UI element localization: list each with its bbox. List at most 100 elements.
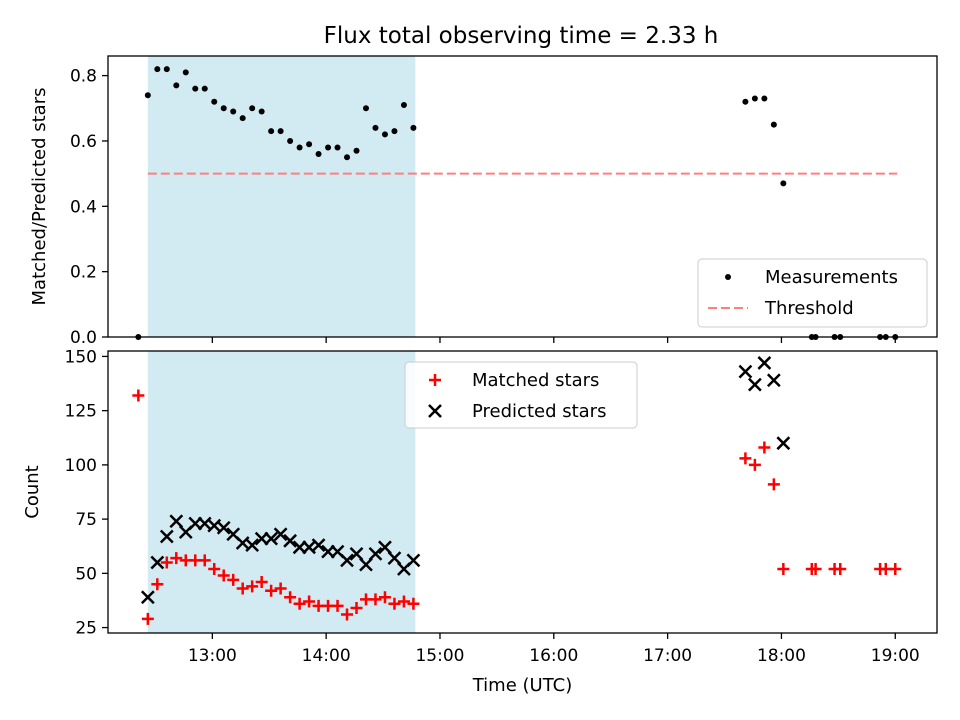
matched-stars-point <box>767 478 780 491</box>
x-tick-label: 13:00 <box>188 646 237 666</box>
y-tick-label: 100 <box>65 456 97 476</box>
predicted-stars-point <box>264 531 279 546</box>
legend-box <box>697 258 928 328</box>
measurement-point <box>182 69 189 76</box>
y-tick-label: 0.4 <box>70 197 97 217</box>
matched-stars-point <box>255 576 268 589</box>
matched-stars-point <box>160 556 173 569</box>
x-tick-label: 18:00 <box>757 646 806 666</box>
matched-stars-point <box>217 569 230 582</box>
matched-stars-point <box>834 563 847 576</box>
matched-stars-point <box>246 580 259 593</box>
measurement-point <box>154 66 161 73</box>
measurement-point <box>306 141 313 148</box>
measurement-point <box>381 131 388 138</box>
matched-stars-point <box>198 554 211 567</box>
legend-box <box>404 361 638 429</box>
matched-stars-point <box>132 389 145 402</box>
observing-span <box>147 56 416 337</box>
y-tick-label: 0.8 <box>70 67 97 87</box>
measurement-point <box>277 128 284 135</box>
predicted-stars-point <box>368 546 383 561</box>
matched-stars-point <box>141 612 154 625</box>
matched-stars-point <box>170 552 183 565</box>
predicted-stars-point <box>311 538 326 553</box>
measurement-point <box>742 98 749 105</box>
matched-stars-point <box>388 597 401 610</box>
measurement-point <box>258 108 265 115</box>
y-tick-label: 125 <box>65 402 97 422</box>
measurement-point <box>173 82 180 89</box>
predicted-stars-point <box>359 557 373 572</box>
legend-label: Matched stars <box>472 370 599 391</box>
measurement-point <box>410 124 417 131</box>
x-axis-label: Time (UTC) <box>472 675 573 696</box>
count-panel: 25 50 75 100 125 150 13:00 14:00 15:00 16:00 17:00… <box>22 347 938 696</box>
measurement-point <box>391 128 398 135</box>
legend: Matched stars Predicted stars <box>404 361 638 429</box>
predicted-stars-point <box>340 553 354 568</box>
matched-stars-point <box>236 582 249 595</box>
x-tick-label: 19:00 <box>871 646 920 666</box>
predicted-stars-point <box>169 514 184 529</box>
y-tick-label: 75 <box>75 510 97 530</box>
matched-stars-point <box>151 578 164 591</box>
measurement-point <box>325 144 332 151</box>
measurement-point <box>770 121 777 128</box>
legend-label: Measurements <box>765 267 898 288</box>
y-tick-label: 50 <box>75 564 97 584</box>
measurement-point <box>201 85 208 92</box>
predicted-stars-point <box>273 527 288 542</box>
predicted-stars-point <box>766 373 781 388</box>
measurement-point <box>249 105 256 112</box>
measurement-point <box>192 85 199 92</box>
predicted-stars-point <box>159 529 174 544</box>
matched-stars-point <box>303 595 316 608</box>
measurement-point <box>287 137 294 144</box>
matched-stars-point <box>378 591 391 604</box>
matched-stars-point <box>777 563 790 576</box>
matched-stars-point <box>227 573 240 586</box>
y-tick-label: 25 <box>75 619 97 639</box>
x-tick-label: 15:00 <box>415 646 464 666</box>
data-layer <box>132 356 902 625</box>
predicted-stars-point <box>140 590 155 605</box>
matched-stars-point <box>748 458 761 471</box>
measurement-point <box>220 105 227 112</box>
measurement-point <box>761 95 768 102</box>
matched-stars-point <box>350 602 363 615</box>
measurement-point <box>211 98 218 105</box>
legend-label: Predicted stars <box>472 401 606 422</box>
matched-stars-point <box>341 608 354 621</box>
matched-stars-point <box>809 563 822 576</box>
measurement-point <box>780 180 787 187</box>
measurement-point <box>315 151 322 158</box>
matched-stars-point <box>889 563 902 576</box>
matched-stars-point <box>284 591 297 604</box>
predicted-stars-point <box>776 436 791 451</box>
predicted-stars-point <box>150 555 165 570</box>
y-tick-label: 150 <box>65 347 97 367</box>
measurement-point <box>230 108 237 115</box>
measurement-point <box>296 144 303 151</box>
predicted-stars-point <box>406 553 421 568</box>
axes-frame <box>107 55 938 338</box>
matched-stars-point <box>407 597 420 610</box>
ratio-panel: 0.0 0.2 0.4 0.6 0.8 Matched/Predicted stars Me… <box>29 55 938 348</box>
axes-frame <box>107 350 938 634</box>
predicted-stars-point <box>349 546 364 561</box>
matched-stars-point <box>331 599 344 612</box>
matched-stars-point <box>265 584 278 597</box>
legend-plus-icon <box>429 374 441 386</box>
predicted-stars-point <box>757 356 772 370</box>
predicted-stars-point <box>387 551 402 566</box>
predicted-stars-point <box>216 520 231 535</box>
measurement-point <box>144 92 151 99</box>
matched-stars-point <box>739 452 752 465</box>
predicted-stars-point <box>748 377 762 392</box>
legend: Measurements Threshold <box>697 258 928 328</box>
x-tick-label: 14:00 <box>302 646 351 666</box>
y-axis-label: Count <box>22 465 43 518</box>
